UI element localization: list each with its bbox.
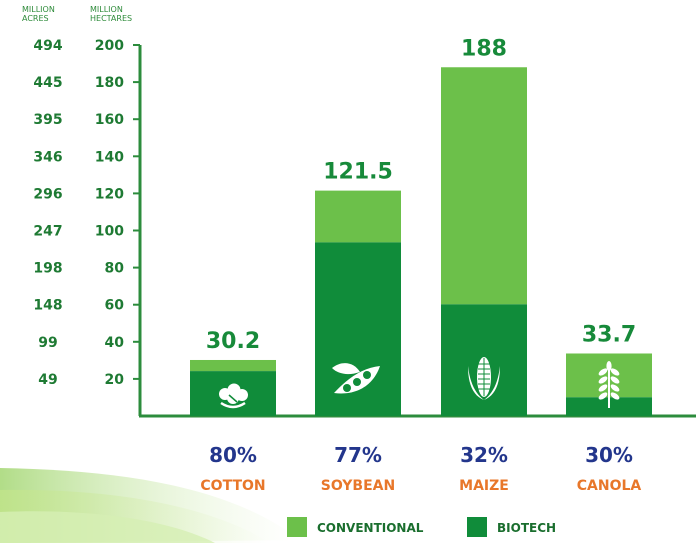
- y-tick-hectares: 80: [105, 261, 125, 277]
- y-tick-acres: 296: [33, 186, 62, 202]
- bars-layer: [190, 67, 652, 416]
- corn-cob-icon: [468, 357, 500, 400]
- y-tick-acres: 494: [33, 38, 62, 54]
- y-tick-hectares: 200: [95, 38, 124, 54]
- biotech-share-canola: 30%: [585, 443, 633, 467]
- category-label-maize: MAIZE: [459, 478, 509, 494]
- category-label-canola: CANOLA: [577, 478, 642, 494]
- bar-conventional-maize: [441, 67, 527, 305]
- wheat-stalk-icon: [598, 361, 620, 408]
- legend-label-conventional: CONVENTIONAL: [317, 521, 424, 535]
- legend-label-biotech: BIOTECH: [497, 521, 556, 535]
- total-label-maize: 188: [461, 36, 507, 61]
- legend-swatch-conventional: [287, 517, 307, 537]
- acres-axis-header: MILLION ACRES: [22, 5, 55, 23]
- y-tick-acres: 198: [33, 261, 62, 277]
- category-label-cotton: COTTON: [200, 478, 265, 494]
- decorative-swoosh: [0, 468, 300, 543]
- total-label-cotton: 30.2: [206, 329, 260, 354]
- y-tick-acres: 395: [33, 112, 62, 128]
- y-tick-acres: 148: [33, 298, 62, 314]
- legend-swatch-biotech: [467, 517, 487, 537]
- biotech-share-cotton: 80%: [209, 443, 257, 467]
- y-tick-hectares: 180: [95, 75, 124, 91]
- y-tick-hectares: 60: [105, 298, 125, 314]
- total-label-canola: 33.7: [582, 322, 636, 347]
- soybean-pod-icon: [332, 363, 380, 394]
- bar-labels-layer: 30.2 80% COTTON 121.5 77% SOYBEAN 188 32% MAIZE 3…: [200, 36, 641, 494]
- biotech-share-soybean: 77%: [334, 443, 382, 467]
- y-tick-hectares: 20: [105, 372, 125, 388]
- acres-tick-labels: 49 99 148 198 247 296 346 395 445 494: [33, 38, 62, 388]
- y-tick-hectares: 100: [95, 224, 124, 240]
- y-tick-hectares: 120: [95, 186, 124, 202]
- legend: CONVENTIONAL BIOTECH: [287, 517, 556, 537]
- biotech-share-maize: 32%: [460, 443, 508, 467]
- hectares-tick-labels: 20 40 60 80 100 120 140 160 180 200: [95, 38, 124, 388]
- y-tick-acres: 247: [33, 224, 62, 240]
- total-label-soybean: 121.5: [323, 160, 393, 185]
- category-label-soybean: SOYBEAN: [321, 478, 395, 494]
- y-tick-acres: 445: [33, 75, 62, 91]
- bar-conventional-cotton: [190, 359, 276, 372]
- y-tick-acres: 346: [33, 149, 62, 165]
- bar-conventional-soybean: [315, 190, 401, 243]
- y-tick-hectares: 140: [95, 149, 124, 165]
- y-tick-acres: 99: [38, 335, 57, 351]
- hectares-axis-header: MILLION HECTARES: [90, 5, 132, 23]
- cotton-boll-icon: [219, 383, 248, 409]
- y-tick-hectares: 40: [105, 335, 125, 351]
- y-tick-acres: 49: [38, 372, 57, 388]
- crop-icons-layer: [219, 357, 620, 409]
- y-tick-hectares: 160: [95, 112, 124, 128]
